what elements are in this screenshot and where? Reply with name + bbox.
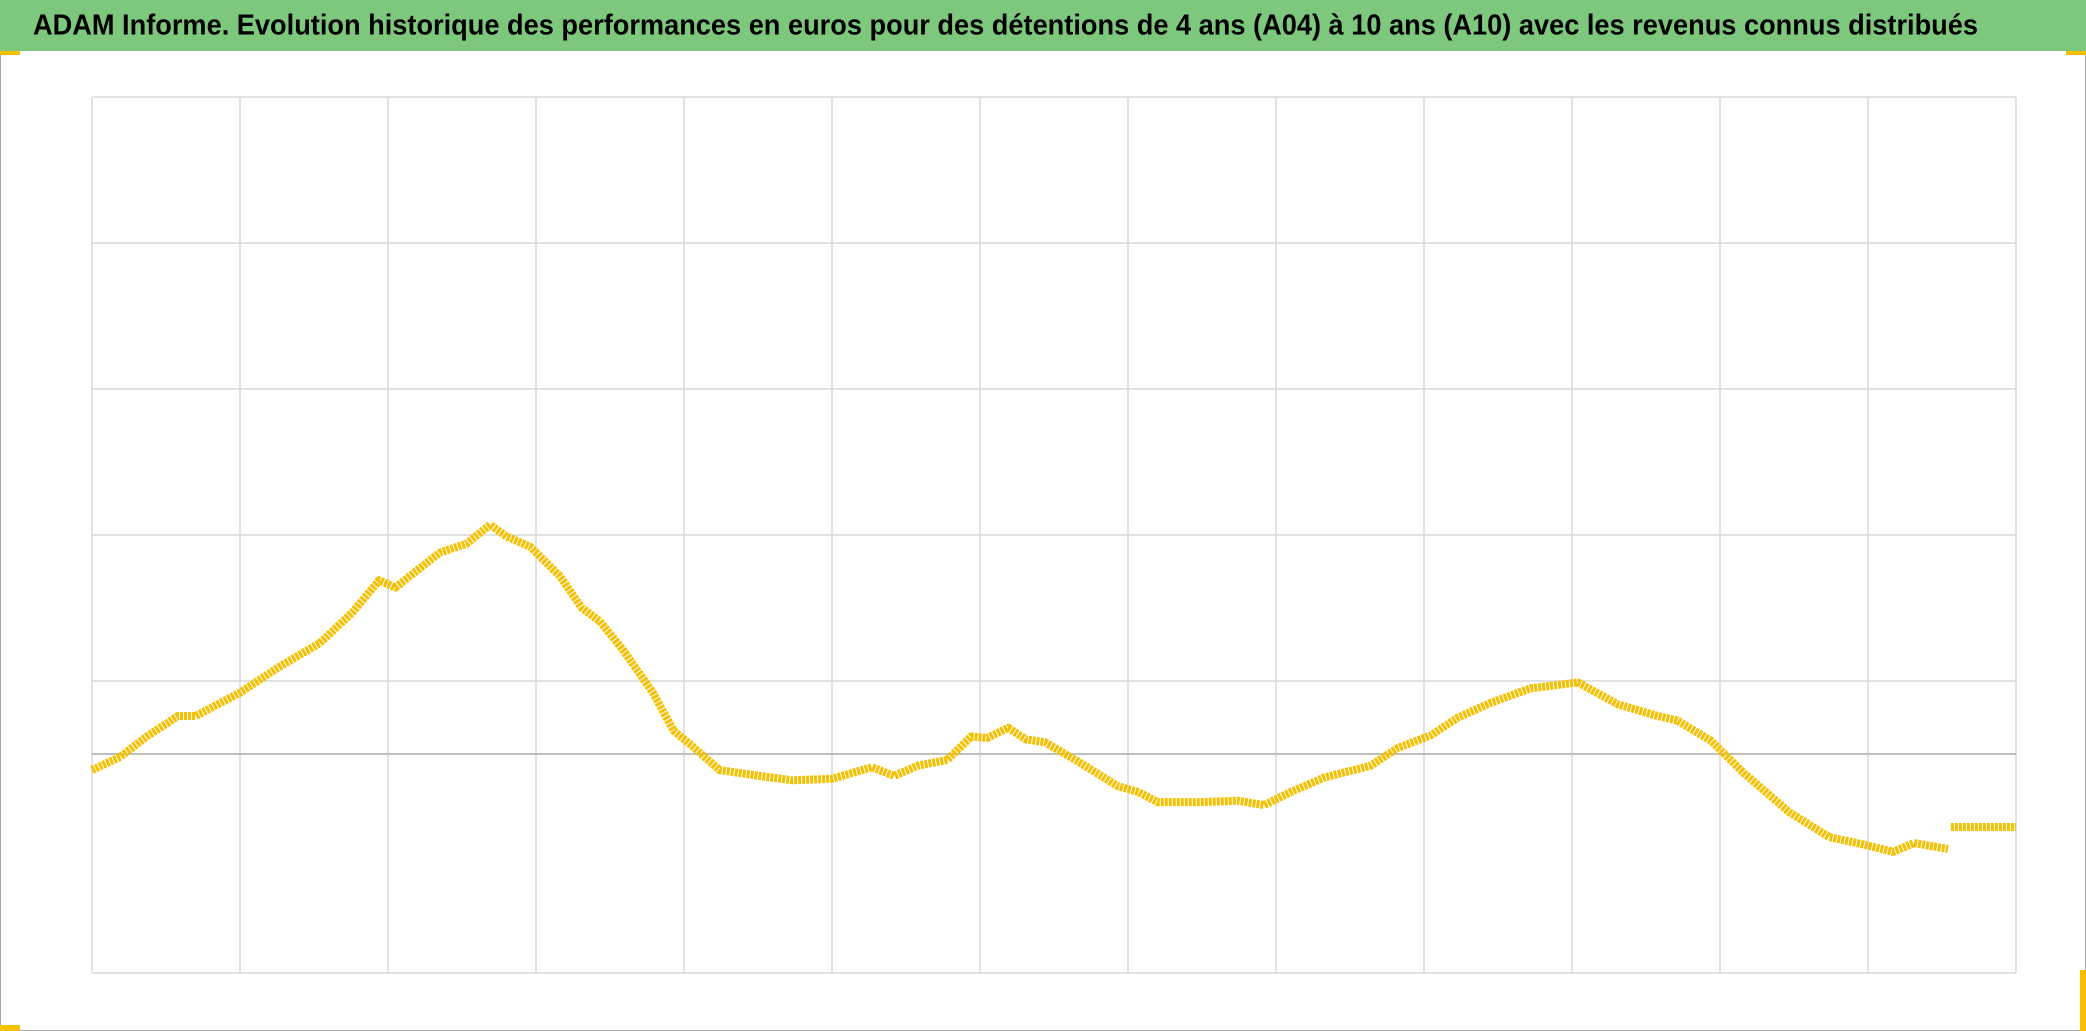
corner-handles bbox=[0, 51, 2086, 1031]
chart-title: ADAM Informe. Evolution historique des p… bbox=[33, 10, 1978, 42]
line-series bbox=[90, 520, 2016, 856]
title-bar bbox=[0, 0, 2086, 51]
